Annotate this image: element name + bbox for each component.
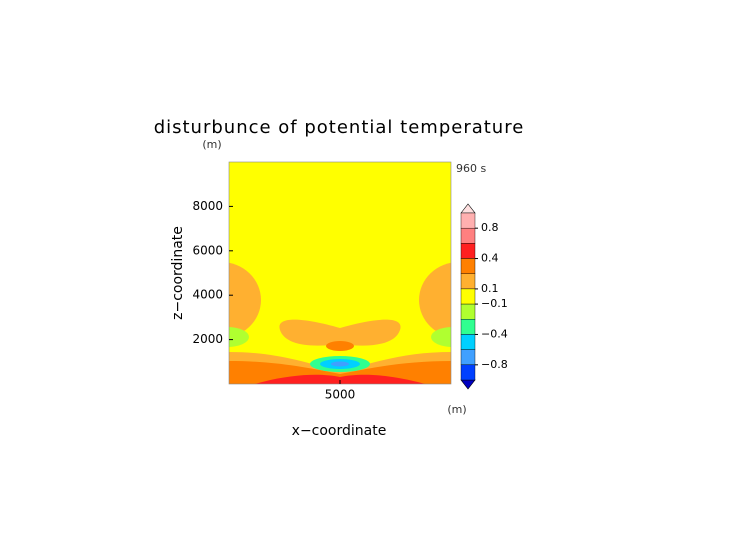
y-tick-label: 4000 <box>192 288 223 302</box>
colorbar-bin <box>460 319 476 335</box>
colorbar-bin <box>460 303 476 320</box>
contour-region <box>255 374 425 384</box>
contour-region <box>229 327 249 347</box>
x-axis-label: x−coordinate <box>292 423 387 439</box>
colorbar-tick-label: 0.1 <box>481 282 499 295</box>
colorbar-tick-label: −0.4 <box>481 327 508 340</box>
colorbar-tick-label: −0.1 <box>481 297 508 310</box>
colorbar-bin <box>460 334 476 350</box>
colorbar-tick-label: −0.8 <box>481 358 508 371</box>
contour-region <box>229 262 261 338</box>
colorbar-over <box>460 203 476 214</box>
contour-field <box>229 162 451 384</box>
colorbar-bin <box>460 288 476 305</box>
y-tick-label: 6000 <box>192 243 223 257</box>
contour-region <box>331 361 349 367</box>
y-tick-label: 2000 <box>192 332 223 346</box>
colorbar-bin <box>460 258 476 274</box>
colorbar-bin <box>460 349 476 366</box>
y-unit: (m) <box>202 138 221 151</box>
y-tick-label: 8000 <box>192 199 223 213</box>
y-axis-label: z−coordinate <box>170 226 186 320</box>
colorbar-under <box>460 379 476 390</box>
colorbar-bin <box>460 227 476 244</box>
contour-region <box>326 341 354 351</box>
chart-title: disturbunce of potential temperature <box>154 117 525 138</box>
colorbar-bin <box>460 243 476 259</box>
colorbar-bin <box>460 273 476 290</box>
colorbar-tick-label: 0.4 <box>481 252 499 265</box>
contour-region <box>279 319 401 346</box>
time-label: 960 s <box>456 162 486 175</box>
colorbar-bin <box>460 364 476 381</box>
contour-region <box>431 327 451 347</box>
contour-region <box>419 262 451 338</box>
x-unit: (m) <box>447 403 466 416</box>
x-tick-label: 5000 <box>325 388 356 402</box>
colorbar-bin <box>460 212 476 229</box>
colorbar-tick-label: 0.8 <box>481 221 499 234</box>
